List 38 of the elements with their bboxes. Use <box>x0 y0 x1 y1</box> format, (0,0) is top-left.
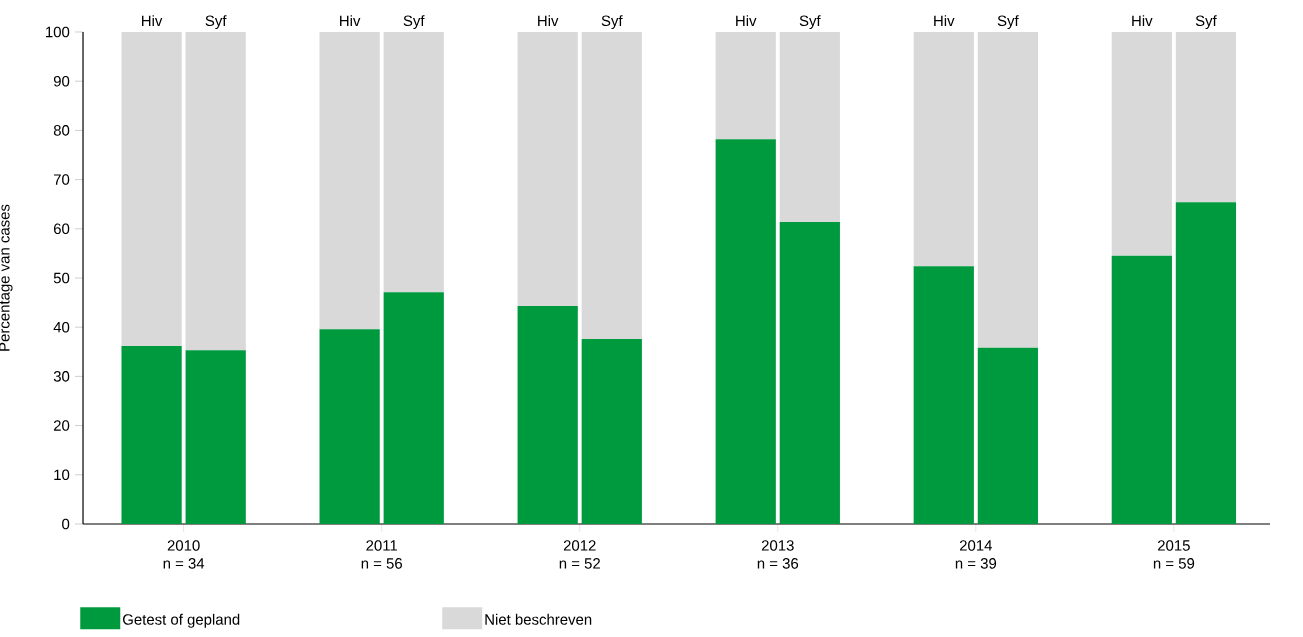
y-tick-label: 70 <box>53 174 70 185</box>
y-tick-label: 20 <box>53 420 70 431</box>
x-tick-label: Hiv <box>340 15 361 26</box>
x-tick-label: Syf <box>601 15 623 30</box>
text: n = 59 <box>1153 558 1195 569</box>
y-tick-label: 50 <box>53 272 70 284</box>
x-tick-label: Hiv <box>1132 15 1153 26</box>
y-axis-title: Percentage van cases <box>0 204 13 351</box>
text: 2015 <box>1158 540 1190 551</box>
legend-label: Niet beschreven <box>485 613 592 625</box>
text: 2012 <box>563 540 596 551</box>
x-tick-label: Syf <box>1195 15 1217 30</box>
x-tick-label: Hiv <box>736 15 757 26</box>
text: n = 56 <box>361 558 402 569</box>
y-tick-label: 10 <box>54 469 70 481</box>
text: 2011 <box>366 540 398 551</box>
text: 2013 <box>761 540 794 551</box>
y-tick-label: 100 <box>46 26 70 38</box>
x-tick-label: Syf <box>799 15 821 30</box>
x-tick-label: Hiv <box>142 15 163 26</box>
y-tick-label: 40 <box>53 321 70 333</box>
text: n = 39 <box>955 558 997 569</box>
y-tick-label: 0 <box>62 518 70 530</box>
y-tick-label: 30 <box>53 371 70 382</box>
text: 2010 <box>167 540 200 551</box>
x-tick-label: Hiv <box>934 15 955 26</box>
y-tick-label: 60 <box>53 223 70 235</box>
y-tick-label: 90 <box>53 75 70 87</box>
text: 2014 <box>959 540 992 551</box>
text: n = 52 <box>559 558 600 569</box>
text: n = 34 <box>163 558 205 569</box>
x-tick-label: Syf <box>403 15 425 30</box>
legend-label: Getest of gepland <box>123 613 240 628</box>
text: n = 36 <box>757 558 799 569</box>
x-tick-label: Hiv <box>538 15 559 26</box>
x-tick-label: Syf <box>205 15 227 30</box>
y-tick-label: 80 <box>53 125 70 136</box>
x-tick-label: Syf <box>997 15 1019 30</box>
